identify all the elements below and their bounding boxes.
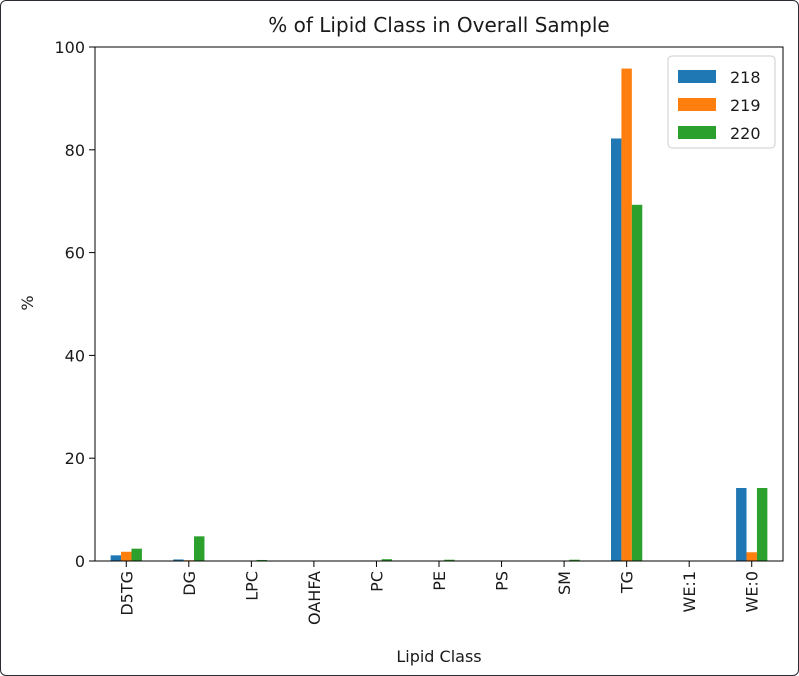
- y-tick-label: 80: [65, 141, 85, 160]
- bar-218-D5TG: [110, 555, 122, 561]
- legend: 218 219 220: [667, 55, 776, 149]
- bar-219-WE:0: [746, 552, 757, 561]
- legend-label-218: 218: [730, 68, 761, 87]
- x-tick-label: WE:1: [680, 571, 699, 613]
- y-axis-label: %: [18, 295, 37, 310]
- x-tick-label: PC: [367, 571, 386, 592]
- bar-220-TG: [631, 204, 643, 561]
- x-axis-label: Lipid Class: [396, 647, 481, 666]
- legend-swatch-219: [678, 98, 716, 111]
- y-tick-label: 60: [65, 244, 85, 263]
- bar-219-D5TG: [121, 551, 132, 561]
- chart-title: % of Lipid Class in Overall Sample: [268, 13, 609, 37]
- legend-swatch-220: [678, 126, 716, 139]
- x-tick-label: PS: [493, 571, 512, 591]
- bar-220-WE:0: [756, 488, 768, 561]
- y-tick-label: 0: [75, 552, 85, 571]
- bar-220-LPC: [256, 559, 267, 561]
- y-tick-label: 40: [65, 346, 85, 365]
- x-tick-label: TG: [618, 571, 637, 594]
- y-tick-label: 100: [54, 38, 85, 57]
- bar-218-WE:0: [736, 488, 747, 561]
- bar-220-D5TG: [131, 548, 142, 561]
- x-tick-label: WE:0: [743, 571, 762, 613]
- bar-218-DG: [173, 559, 184, 561]
- x-tick-label: PE: [430, 571, 449, 591]
- legend-label-219: 219: [730, 96, 761, 115]
- bar-220-DG: [194, 536, 205, 561]
- bar-219-TG: [621, 68, 632, 561]
- bar-220-SM: [569, 559, 580, 561]
- x-tick-label: OAHFA: [305, 571, 324, 625]
- axes-group: 0 20 40 60 80 100 D5TG DG LPC OAHFA PC PE PS SM TG WE:1…: [54, 38, 784, 625]
- x-tick-label: DG: [180, 571, 199, 596]
- bar-220-PC: [381, 559, 393, 561]
- x-tick-label: LPC: [242, 571, 261, 601]
- x-tick-label: SM: [555, 571, 574, 595]
- y-tick-label: 20: [65, 449, 85, 468]
- x-tick-label: D5TG: [117, 571, 136, 616]
- bar-218-TG: [611, 138, 622, 561]
- legend-swatch-218: [678, 70, 716, 83]
- legend-label-220: 220: [730, 124, 761, 143]
- bar-220-PE: [444, 559, 455, 561]
